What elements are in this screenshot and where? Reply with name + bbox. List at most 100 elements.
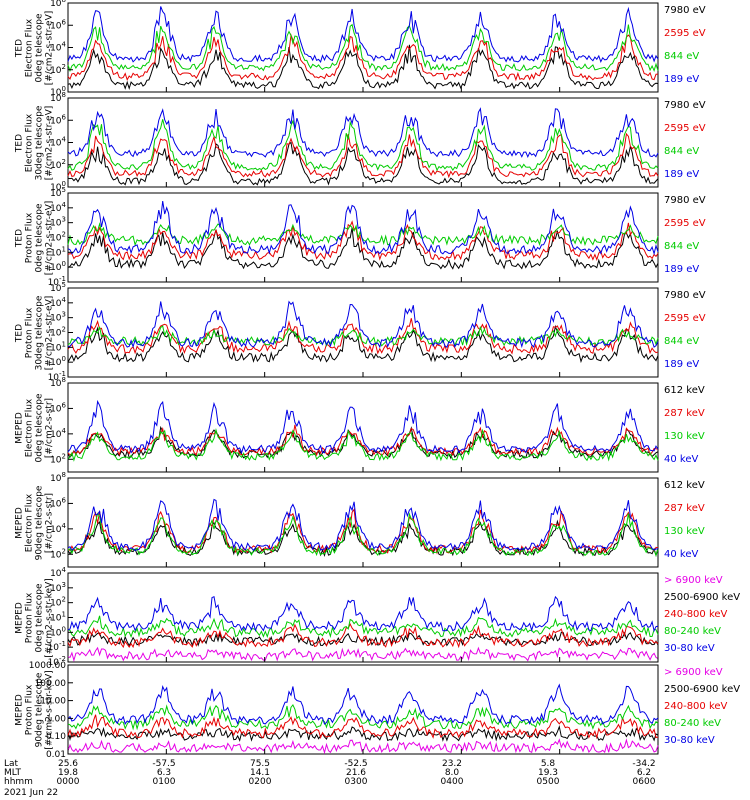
y-tick-label: 102 bbox=[50, 231, 66, 244]
y-tick-label: 100 bbox=[50, 625, 66, 638]
y-tick-label: 103 bbox=[50, 311, 66, 324]
y-tick-label: 104 bbox=[50, 566, 66, 579]
legend-entry: 240-800 keV bbox=[664, 609, 728, 620]
legend-entry: 130 keV bbox=[664, 526, 705, 537]
y-axis-label-line: 30deg telescope bbox=[34, 295, 44, 370]
series-line-240-800-kev bbox=[67, 714, 659, 740]
series-line-130-kev bbox=[67, 428, 659, 462]
y-axis-label-line: [#/cm2-s-str-eV] bbox=[44, 295, 54, 370]
y-axis-label-line: [#/cm2-s-str] bbox=[44, 492, 54, 553]
y-axis-label-line: Proton Flux bbox=[24, 307, 34, 358]
series-line-40-kev bbox=[67, 498, 659, 552]
y-tick-label: 108 bbox=[50, 0, 66, 9]
series-line-189-ev bbox=[67, 300, 659, 349]
series-line-189-ev bbox=[67, 201, 659, 256]
y-axis-label-line: Electron Flux bbox=[24, 493, 34, 552]
series-line-189-ev bbox=[67, 6, 659, 64]
legend-entry: 7980 eV bbox=[664, 290, 706, 301]
y-axis-label: MEPED Electron Flux 90deg telescope [#/cm2-… bbox=[14, 478, 58, 567]
y-tick-label: 102 bbox=[50, 63, 66, 76]
series-line-844-ev bbox=[67, 325, 659, 347]
legend-entry: 7980 eV bbox=[664, 195, 706, 206]
legend-entry: 287 keV bbox=[664, 503, 705, 514]
y-axis-label-line: Electron Flux bbox=[24, 18, 34, 77]
hhmm-row: hhmm 0000 0100 0200 0300 0400 0500 0600 bbox=[0, 778, 750, 787]
y-axis-label: MEPED Proton Flux 90deg telescope [#/cm2-s-… bbox=[14, 665, 58, 754]
series-line-844-ev bbox=[67, 222, 659, 247]
y-axis-label-line: 90deg telescope bbox=[34, 672, 44, 747]
y-tick-label: 103 bbox=[50, 216, 66, 229]
mlt-value: 19.3 bbox=[537, 768, 559, 778]
y-tick-label: 101 bbox=[50, 340, 66, 353]
lat-value: 5.8 bbox=[540, 759, 556, 769]
y-axis-label-line: MEPED bbox=[14, 601, 24, 634]
mlt-label: MLT bbox=[4, 768, 22, 778]
legend-entry: 2595 eV bbox=[664, 123, 706, 134]
y-axis-label: TED Electron Flux 0deg telescope [#/cm2-s-s… bbox=[14, 3, 58, 92]
y-axis-label-line: 0deg telescope bbox=[34, 582, 44, 653]
lat-value: -52.5 bbox=[344, 759, 368, 769]
y-axis-label-line: 0deg telescope bbox=[34, 202, 44, 273]
legend-entry: 40 keV bbox=[664, 454, 699, 465]
y-tick-label: 101 bbox=[50, 245, 66, 258]
y-tick-label: 104 bbox=[50, 296, 66, 309]
y-axis-label-line: [#/cm2-s-str-eV] bbox=[44, 10, 54, 85]
legend-entry: 30-80 keV bbox=[664, 643, 715, 654]
y-axis-label-line: 30deg telescope bbox=[34, 105, 44, 180]
lat-value: 25.6 bbox=[57, 759, 79, 769]
legend-entry: 130 keV bbox=[664, 431, 705, 442]
legend-entry: 80-240 keV bbox=[664, 718, 722, 729]
series-line-287-kev bbox=[67, 508, 659, 555]
y-tick-label: 10-2 bbox=[48, 655, 66, 668]
flux-panel-6: 102 104 106 108 bbox=[50, 471, 659, 568]
y-tick-label: 102 bbox=[50, 326, 66, 339]
y-tick-label: 0.10 bbox=[46, 732, 66, 742]
hhmm-value: 0600 bbox=[632, 777, 656, 787]
mlt-value: 6.3 bbox=[156, 768, 172, 778]
y-axis-label: TED Electron Flux 30deg telescope [#/cm2-s-… bbox=[14, 98, 58, 187]
series-line-80-240-kev bbox=[67, 615, 659, 639]
series-line-2595-ev bbox=[67, 220, 659, 262]
series-line-240-800-kev bbox=[67, 623, 659, 649]
hhmm-value: 0200 bbox=[248, 777, 272, 787]
y-tick-label: 106 bbox=[50, 113, 66, 126]
y-tick-label: 104 bbox=[50, 201, 66, 214]
y-axis-label-line: MEPED bbox=[14, 411, 24, 444]
y-axis-label-line: 0deg telescope bbox=[34, 12, 44, 83]
series-line-30-80-kev bbox=[67, 683, 659, 726]
legend-entry: 30-80 keV bbox=[664, 735, 715, 746]
mlt-value: 8.0 bbox=[444, 768, 460, 778]
y-axis-label: TED Proton Flux 0deg telescope [#/cm2-s-str… bbox=[14, 193, 58, 282]
y-axis-label-line: 90deg telescope bbox=[34, 485, 44, 560]
y-axis-label-line: Proton Flux bbox=[24, 212, 34, 263]
x-axis-info: Lat 25.6 -57.5 75.5 -52.5 23.2 5.8 -34.2… bbox=[0, 758, 750, 800]
hhmm-value: 0400 bbox=[440, 777, 464, 787]
series-line-7980-ev bbox=[67, 227, 659, 270]
legend-entry: 189 eV bbox=[664, 359, 700, 370]
y-tick-label: 102 bbox=[50, 158, 66, 171]
series-line-844-ev bbox=[67, 23, 659, 73]
y-tick-label: 104 bbox=[50, 136, 66, 149]
legend-entry: 80-240 keV bbox=[664, 626, 722, 637]
date-label: 2021 Jun 22 bbox=[4, 788, 59, 798]
legend-entry: 844 eV bbox=[664, 241, 700, 252]
hhmm-value: 0500 bbox=[536, 777, 560, 787]
legend-entry: 2595 eV bbox=[664, 313, 706, 324]
series-line-844-ev bbox=[67, 119, 659, 172]
y-tick-label: 106 bbox=[50, 496, 66, 509]
y-axis-label-line: MEPED bbox=[14, 506, 24, 539]
y-axis-label-line: TED bbox=[14, 38, 24, 57]
mlt-value: 14.1 bbox=[249, 768, 271, 778]
hhmm-label: hhmm bbox=[4, 777, 33, 787]
y-tick-label: 1000.00 bbox=[29, 661, 66, 671]
y-tick-label: 108 bbox=[50, 471, 66, 484]
y-tick-label: 105 bbox=[50, 281, 66, 294]
y-axis-label: TED Proton Flux 30deg telescope [#/cm2-s-st… bbox=[14, 288, 58, 377]
legend-entry: > 6900 keV bbox=[664, 667, 723, 678]
legend-entry: 844 eV bbox=[664, 51, 700, 62]
series-line-2595-ev bbox=[67, 132, 659, 179]
y-tick-label: 100 bbox=[50, 180, 66, 193]
